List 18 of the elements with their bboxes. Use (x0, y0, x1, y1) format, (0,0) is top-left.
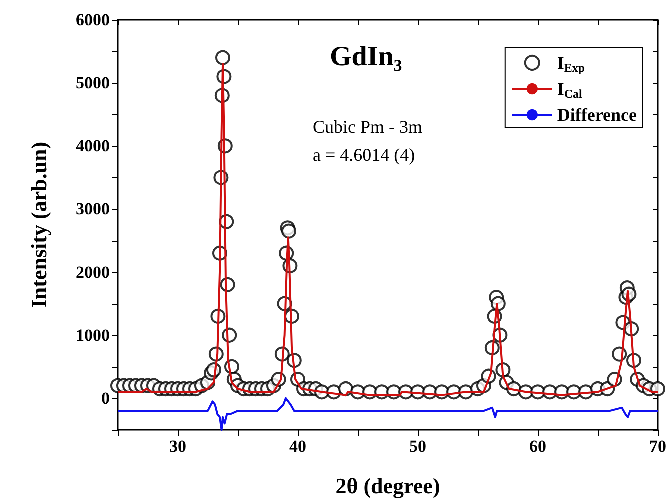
y-tick-label: 0 (102, 388, 110, 408)
x-tick-label: 30 (170, 437, 186, 456)
x-tick-label: 60 (530, 437, 546, 456)
x-tick-label: 70 (650, 437, 666, 456)
y-tick-label: 6000 (76, 10, 110, 30)
legend-label: Difference (557, 105, 638, 125)
text: GdIn₃ (330, 42, 402, 72)
y-tick-label: 4000 (76, 136, 110, 156)
y-tick-label: 2000 (76, 262, 110, 282)
x-tick-label: 50 (410, 437, 426, 456)
x-tick-label: 40 (290, 437, 306, 456)
annotation: Cubic Pm - 3m (313, 117, 423, 137)
y-tick-label: 3000 (76, 200, 110, 219)
y-axis-title: Intensity (arb.un) (26, 142, 52, 308)
y-tick-label: 5000 (76, 74, 110, 93)
annotation: a = 4.6014 (4) (313, 145, 416, 165)
y-tick-label: 1000 (76, 326, 110, 345)
x-axis-title: 2θ (degree) (336, 474, 440, 498)
